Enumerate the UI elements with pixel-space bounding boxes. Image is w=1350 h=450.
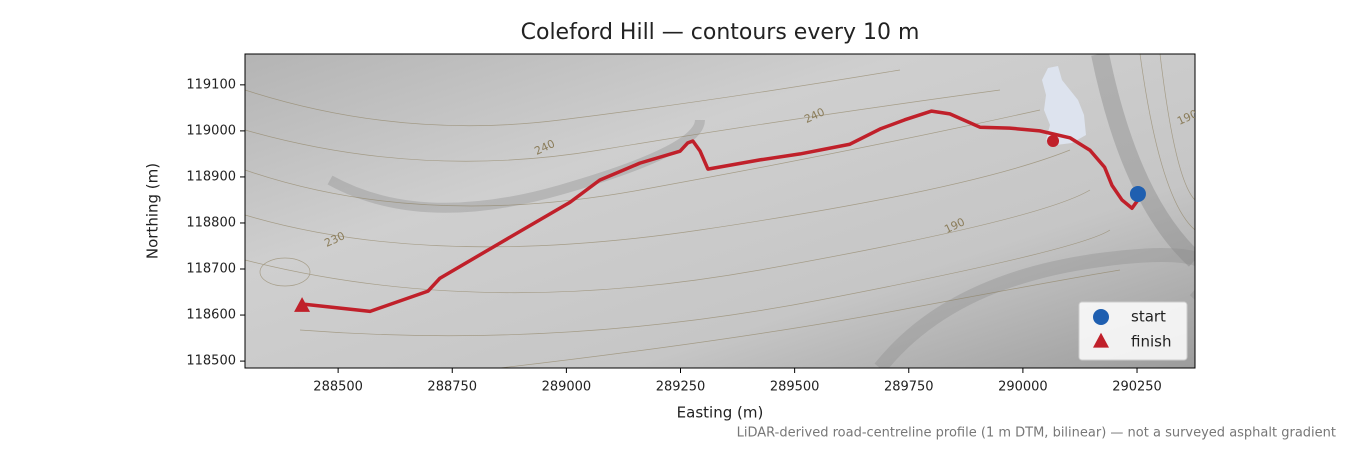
y-tick-label: 118800 [186,215,236,230]
x-tick-label: 289000 [542,380,592,395]
chart-title: Coleford Hill — contours every 10 m [521,20,920,45]
marker-circle [1047,135,1060,148]
marker-circle [1129,185,1146,202]
x-tick-label: 290000 [998,380,1048,395]
y-tick-label: 118700 [186,262,236,277]
route-line [301,109,1140,314]
y-tick-label: 118900 [186,169,236,184]
x-tick-label: 289250 [656,380,706,395]
legend-label: finish [1131,333,1171,351]
y-tick-label: 119000 [186,123,236,138]
footnote: LiDAR-derived road-centreline profile (1… [737,426,1336,441]
locator-inset [1042,66,1086,145]
x-tick-label: 288750 [427,380,477,395]
y-tick-label: 119100 [186,77,236,92]
x-tick-label: 289750 [884,380,934,395]
x-axis-label: Easting (m) [677,404,764,422]
y-axis-label: Northing (m) [144,163,162,259]
x-tick-label: 288500 [313,380,363,395]
legend-label: start [1131,308,1166,326]
plot-frame [244,53,1196,369]
marker-triangle [294,297,311,312]
marker-triangle [1093,332,1109,348]
marker-circle [1093,309,1109,325]
x-tick-label: 289500 [770,380,820,395]
hillshade [245,54,1195,368]
x-tick-label: 290250 [1112,380,1162,395]
y-tick-label: 118500 [186,354,236,369]
y-tick-label: 118600 [186,308,236,323]
